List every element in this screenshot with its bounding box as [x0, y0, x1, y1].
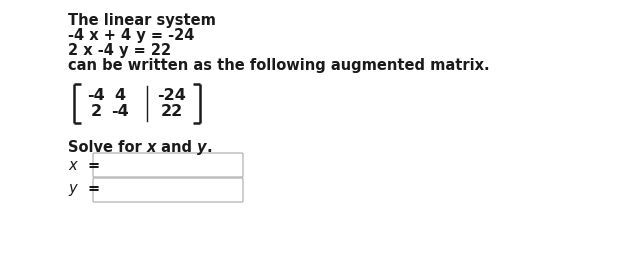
- Text: 4: 4: [114, 87, 126, 102]
- Text: and: and: [156, 140, 197, 155]
- Text: 2 x -4 y = 22: 2 x -4 y = 22: [68, 43, 171, 58]
- Text: 22: 22: [161, 105, 183, 120]
- FancyBboxPatch shape: [93, 178, 243, 202]
- FancyBboxPatch shape: [93, 153, 243, 177]
- Text: Solve for: Solve for: [68, 140, 147, 155]
- Text: y: y: [197, 140, 207, 155]
- Text: -4: -4: [111, 105, 129, 120]
- Text: -4: -4: [87, 87, 105, 102]
- Text: $x$  =: $x$ =: [68, 158, 100, 173]
- Text: can be written as the following augmented matrix.: can be written as the following augmente…: [68, 58, 489, 73]
- Text: -4 x + 4 y = -24: -4 x + 4 y = -24: [68, 28, 195, 43]
- Text: .: .: [207, 140, 212, 155]
- Text: 2: 2: [91, 105, 101, 120]
- Text: $y$  =: $y$ =: [68, 182, 100, 198]
- Text: The linear system: The linear system: [68, 13, 216, 28]
- Text: x: x: [147, 140, 156, 155]
- Text: -24: -24: [158, 87, 186, 102]
